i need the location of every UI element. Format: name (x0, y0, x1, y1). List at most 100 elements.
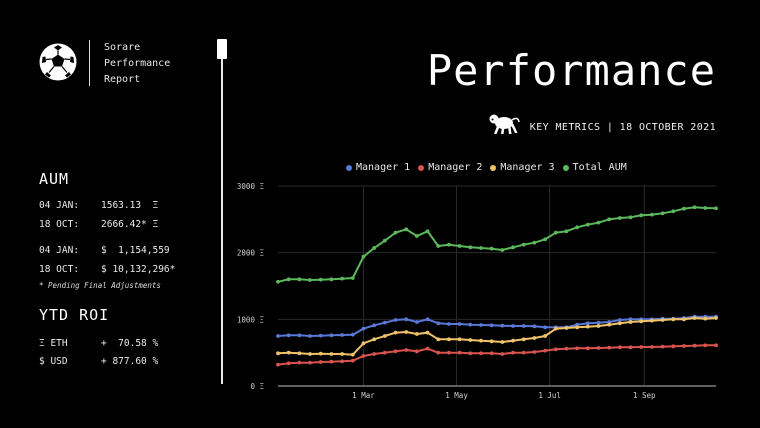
data-point (447, 322, 451, 326)
aum-row-label: 18 OCT: (39, 219, 80, 230)
data-point (414, 349, 419, 354)
data-point (500, 352, 505, 356)
scroll-handle[interactable] (217, 39, 227, 59)
data-point (511, 350, 515, 355)
data-point (286, 350, 291, 355)
data-point (650, 318, 654, 323)
data-point (393, 349, 398, 354)
data-point (575, 322, 580, 327)
brand-line: Performance (104, 58, 171, 69)
data-point (382, 320, 387, 325)
data-point (607, 320, 612, 324)
x-tick-label: 1 Jul (538, 391, 561, 400)
report-subtitle: KEY METRICS | 18 OCTOBER 2021 (529, 122, 716, 133)
data-point (585, 321, 590, 326)
aum-title: AUM (39, 170, 70, 188)
data-point (350, 358, 355, 363)
data-point (660, 211, 665, 216)
legend-swatch (562, 164, 569, 171)
data-point (468, 245, 473, 250)
roi-row-label: $ USD (39, 356, 68, 367)
legend-label: Manager 1 (356, 162, 411, 173)
data-point (425, 330, 430, 335)
data-point (393, 230, 398, 235)
data-point (521, 350, 526, 355)
data-point (350, 352, 355, 357)
aum-row: 04 JAN: $ 1,154,559 (39, 245, 170, 256)
data-point (414, 234, 419, 238)
data-point (617, 318, 622, 322)
data-point (596, 324, 601, 328)
data-point (308, 352, 312, 356)
data-point (714, 316, 718, 320)
data-point (457, 322, 462, 326)
data-point (414, 320, 419, 324)
data-point (457, 350, 462, 355)
data-point (575, 225, 580, 230)
data-point (511, 324, 515, 328)
scroll-track[interactable] (221, 44, 223, 384)
data-point (372, 352, 377, 356)
legend-label: Total AUM (572, 162, 627, 173)
data-point (318, 360, 323, 364)
data-point (553, 326, 558, 331)
data-point (329, 352, 334, 356)
data-point (564, 346, 569, 351)
legend-item[interactable]: Manager 1 (346, 162, 410, 173)
roi-row: Ξ ETH + 70.58 % (39, 338, 158, 349)
data-point (500, 248, 505, 252)
data-point (639, 213, 644, 218)
data-point (671, 209, 676, 214)
data-point (660, 344, 665, 349)
legend-swatch (346, 164, 352, 171)
data-point (596, 346, 601, 350)
data-point (628, 317, 633, 322)
data-point (521, 324, 526, 328)
brand-line: Report (104, 74, 141, 85)
data-point (575, 325, 580, 330)
legend-item[interactable]: Manager 3 (490, 162, 555, 173)
y-tick-label: 2000 Ξ (237, 249, 265, 258)
data-point (628, 345, 633, 350)
data-point (308, 334, 312, 338)
roi-row-value: + 877.60 % (101, 356, 159, 367)
data-point (286, 333, 291, 338)
data-point (511, 338, 515, 343)
aum-row-value: $ 1,154,559 (101, 245, 170, 256)
data-point (361, 326, 366, 331)
data-point (617, 345, 622, 350)
data-point (436, 321, 441, 326)
series-line (277, 316, 717, 356)
legend-item[interactable]: Manager 2 (418, 162, 482, 173)
soccer-ball-icon (39, 43, 77, 81)
data-point (404, 227, 409, 232)
data-point (276, 334, 280, 338)
data-point (318, 351, 323, 356)
data-point (596, 320, 601, 325)
data-point (564, 326, 569, 330)
data-point (382, 350, 387, 355)
data-point (372, 323, 377, 328)
aum-row: 18 OCT: $ 10,132,296* (39, 264, 175, 275)
data-point (361, 354, 366, 358)
data-point (532, 324, 537, 329)
y-tick-label: 0 Ξ (250, 382, 264, 391)
performance-chart: 0 Ξ 1000 Ξ 2000 Ξ 3000 Ξ 1 Mar 1 May 1 Jul 1 Se… (237, 182, 718, 400)
data-point (457, 244, 462, 248)
aum-row-value: 2666.42* Ξ (101, 219, 159, 230)
data-point (532, 336, 537, 340)
page-title: Performance (426, 46, 716, 95)
legend-item[interactable]: Total AUM (562, 162, 627, 173)
data-point (692, 316, 697, 320)
data-point (639, 345, 644, 349)
data-point (596, 220, 601, 225)
data-point (447, 242, 451, 247)
data-point (329, 333, 334, 338)
data-point (703, 316, 708, 321)
data-point (479, 351, 483, 356)
data-point (276, 279, 280, 284)
data-point (692, 205, 697, 210)
data-point (468, 338, 473, 342)
data-point (479, 338, 483, 343)
data-point (532, 350, 537, 354)
